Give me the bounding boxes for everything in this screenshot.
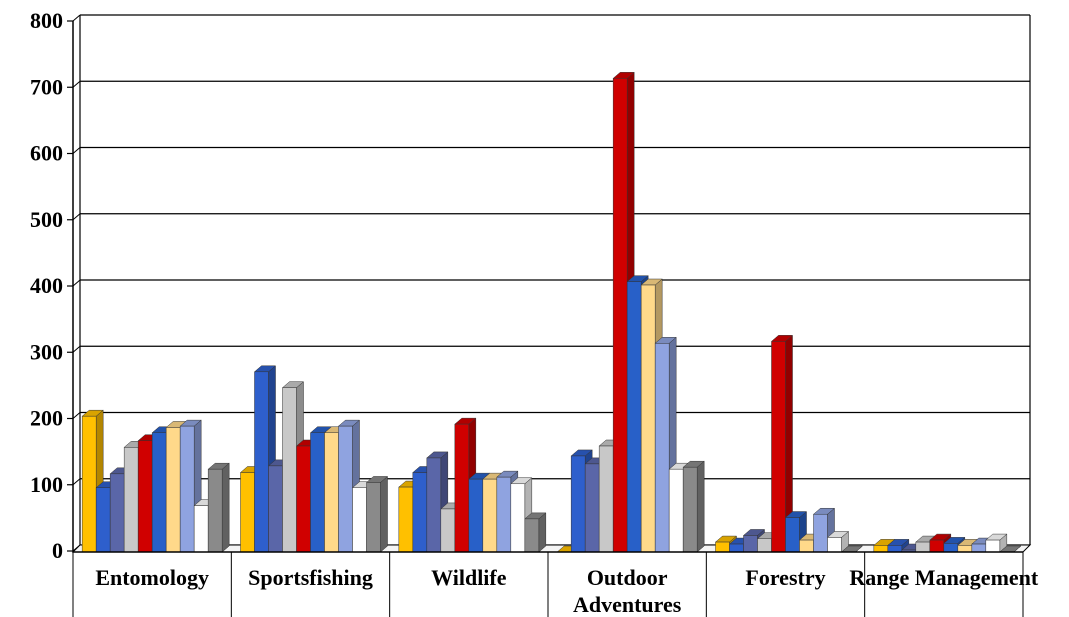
y-tick-label: 300 — [30, 339, 63, 364]
bar — [254, 371, 269, 553]
bar — [426, 457, 442, 553]
bar — [440, 508, 456, 553]
bar — [496, 476, 512, 553]
y-tick-label: 600 — [30, 141, 63, 166]
bar — [668, 468, 684, 553]
bar — [827, 537, 842, 553]
bar — [799, 539, 814, 553]
bar — [626, 281, 642, 553]
gridline-side — [72, 279, 81, 287]
bar — [757, 538, 772, 553]
bar — [612, 78, 628, 553]
gridline-side — [72, 14, 81, 22]
bar — [366, 482, 381, 553]
bar — [412, 472, 428, 553]
x-category-label: Adventures — [573, 592, 682, 617]
bar — [95, 487, 111, 553]
bar — [268, 465, 283, 553]
bar — [137, 440, 153, 553]
bar — [109, 473, 125, 553]
bar — [570, 455, 586, 553]
y-tick-label: 0 — [52, 538, 63, 563]
bar — [454, 423, 470, 553]
y-tick-label: 500 — [30, 207, 63, 232]
bar — [598, 445, 614, 553]
bar — [193, 505, 209, 553]
bar — [813, 513, 828, 553]
y-tick-label: 400 — [30, 273, 63, 298]
bar — [887, 545, 903, 553]
bar — [338, 425, 353, 553]
bar — [971, 543, 987, 553]
x-category-label: Outdoor — [587, 565, 668, 590]
gridline-side — [72, 412, 81, 419]
bar-side — [221, 462, 230, 553]
bar — [398, 486, 414, 553]
bar — [524, 518, 540, 553]
bar — [771, 341, 786, 553]
gridline-side — [72, 80, 81, 88]
bar — [468, 478, 484, 553]
bar — [957, 545, 973, 553]
x-category-label: Entomology — [95, 565, 209, 590]
bar — [296, 445, 311, 553]
bar-side — [538, 512, 547, 553]
bar — [584, 463, 600, 553]
bar — [352, 487, 367, 553]
y-tick-label: 800 — [30, 8, 63, 33]
bar — [915, 541, 931, 553]
x-category-label: Wildlife — [431, 565, 507, 590]
bar — [510, 483, 526, 553]
bar — [715, 541, 730, 553]
bar — [640, 284, 656, 553]
bar — [482, 478, 498, 553]
bar — [81, 415, 97, 553]
bar — [310, 432, 325, 553]
x-category-label: Forestry — [745, 565, 825, 590]
bar — [123, 447, 139, 553]
bar — [165, 427, 181, 553]
bar — [282, 387, 297, 553]
gridline-side — [72, 147, 81, 154]
bar — [654, 343, 670, 553]
bar — [207, 468, 223, 553]
bar-side — [380, 475, 388, 553]
x-category-label: Sportsfishing — [248, 565, 373, 590]
bar — [743, 535, 758, 553]
y-tick-label: 100 — [30, 472, 63, 497]
bar-side — [696, 460, 705, 553]
bar — [324, 432, 339, 553]
bar — [151, 432, 167, 553]
gridline-side — [72, 345, 81, 353]
bar — [729, 543, 744, 553]
bar — [929, 539, 945, 553]
bar — [943, 543, 959, 553]
bar — [179, 425, 195, 553]
y-tick-label: 200 — [30, 406, 63, 431]
bar — [240, 472, 255, 553]
bar — [985, 539, 1001, 553]
bar — [873, 545, 889, 553]
x-category-label: Range Management — [849, 565, 1038, 590]
y-tick-label: 700 — [30, 74, 63, 99]
bar — [785, 517, 800, 553]
bar — [682, 466, 698, 553]
gridline-side — [72, 478, 81, 486]
gridline-side — [72, 213, 81, 221]
